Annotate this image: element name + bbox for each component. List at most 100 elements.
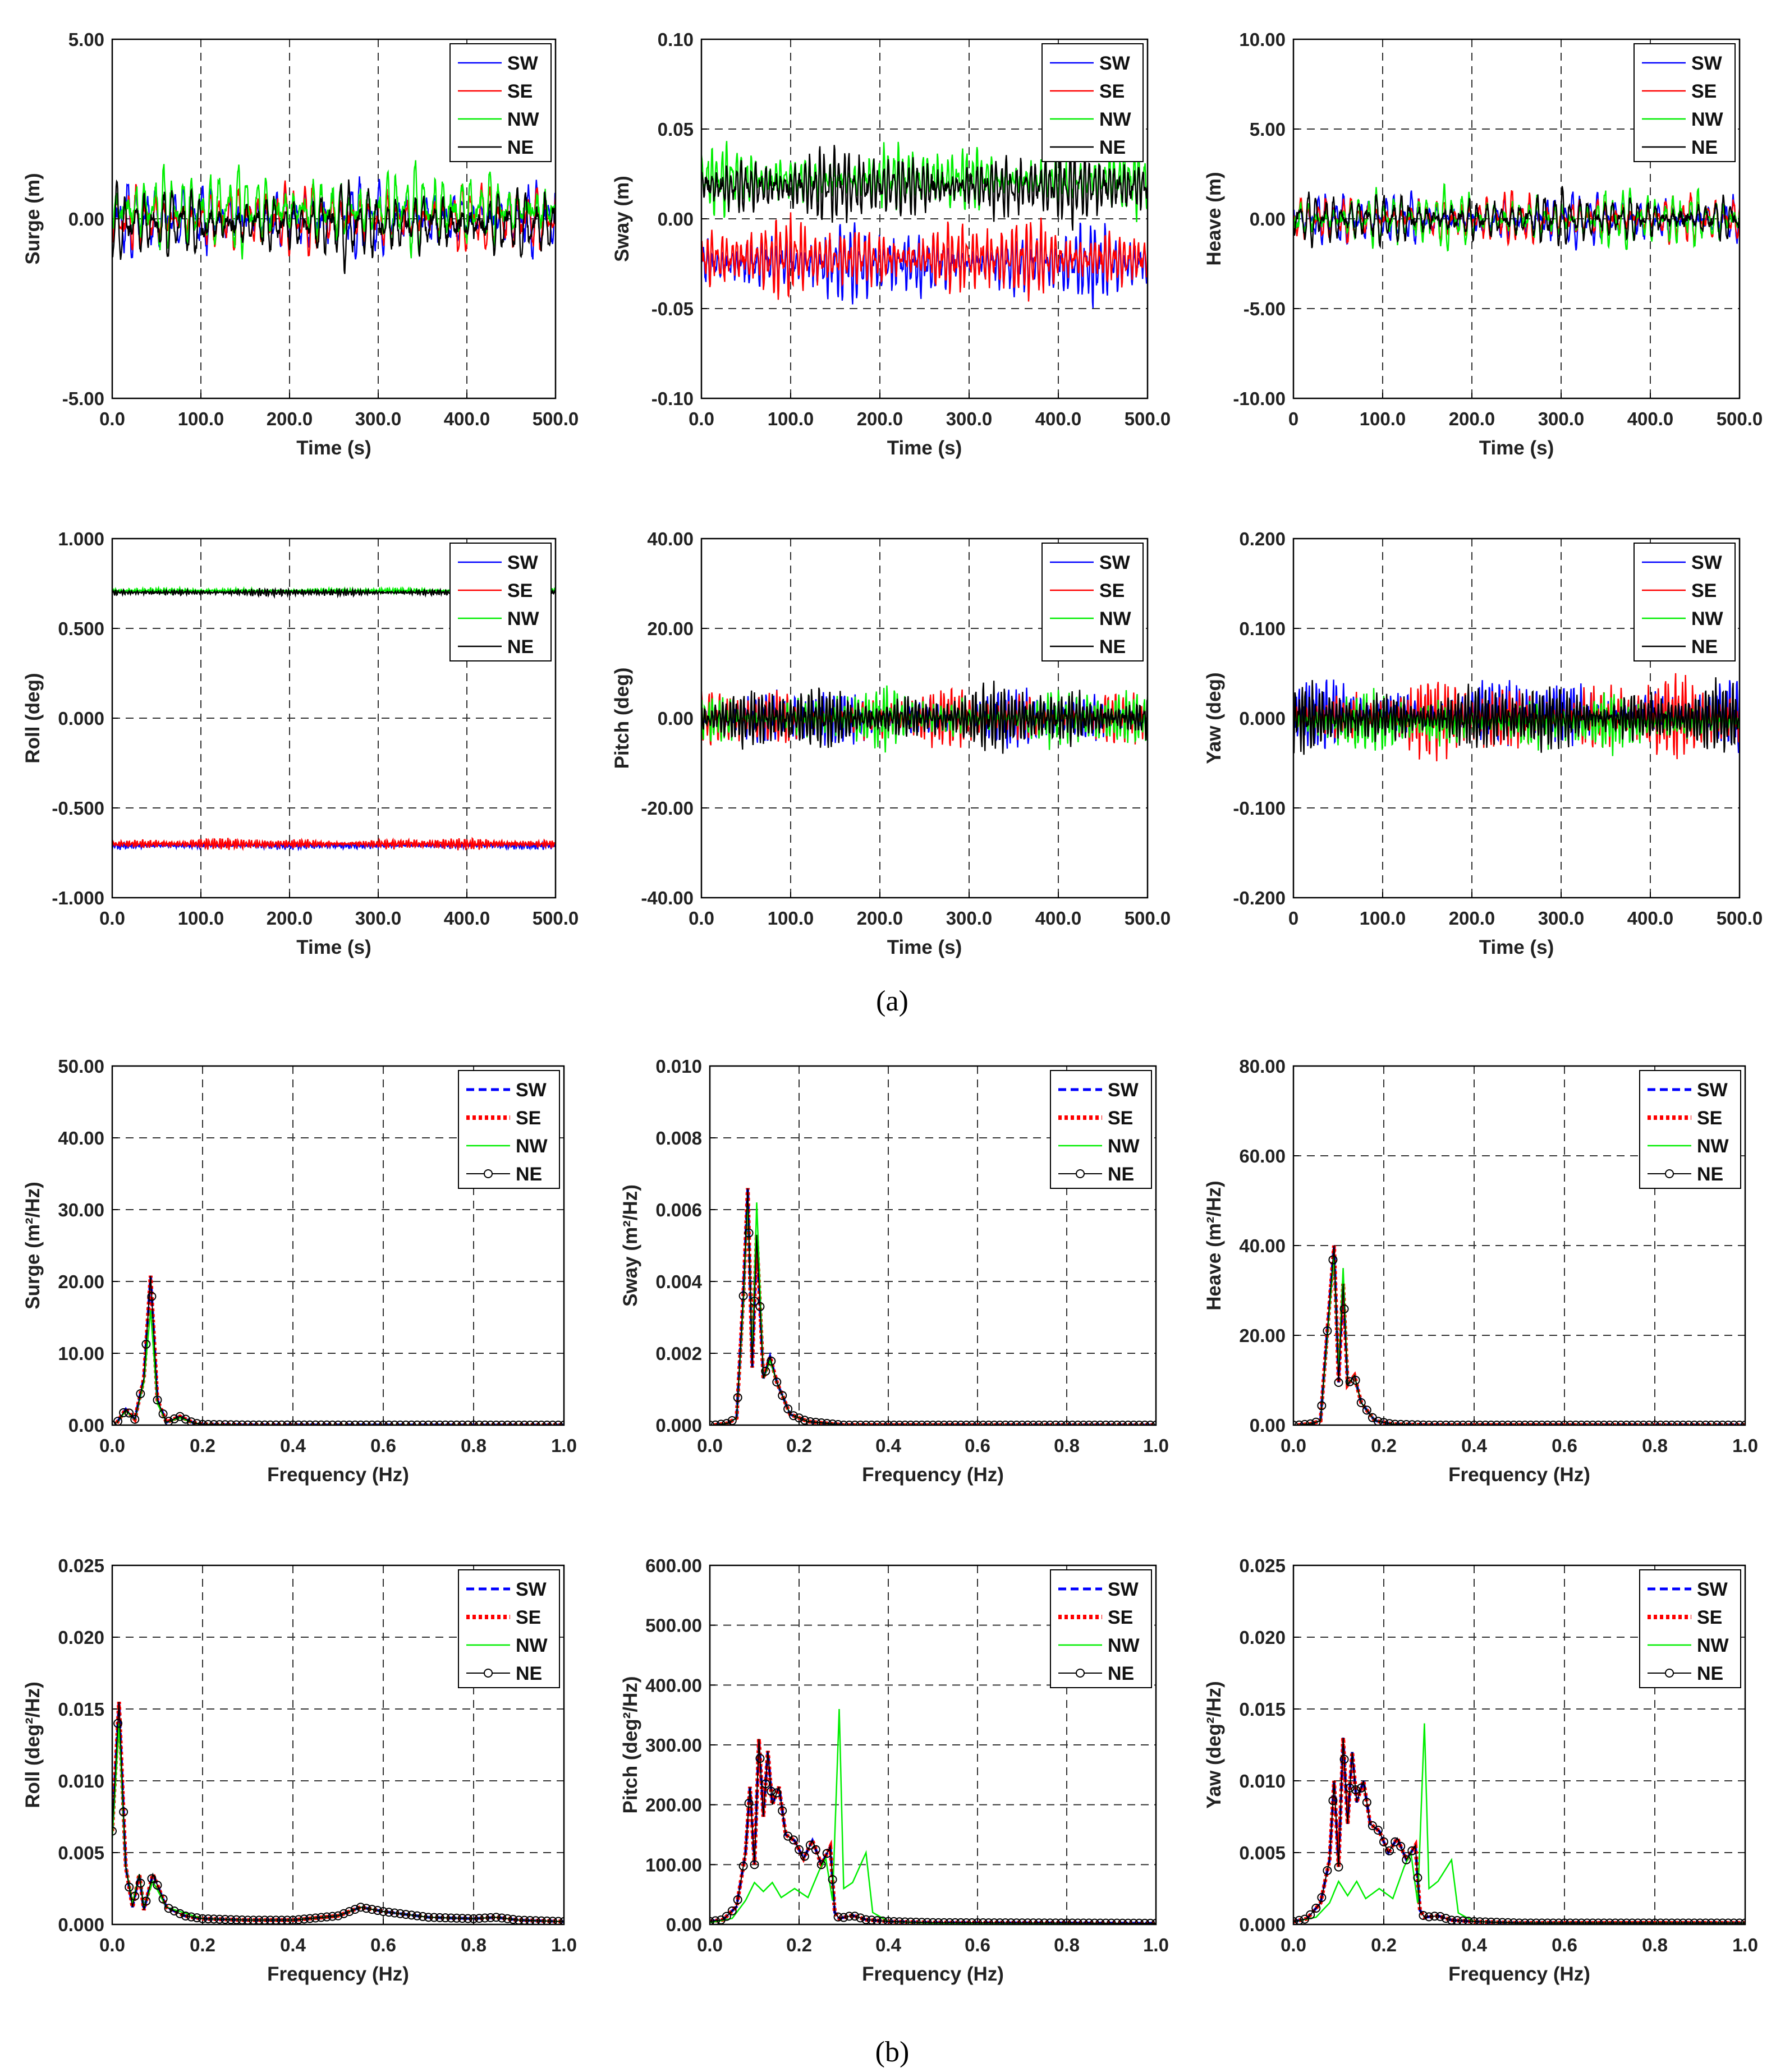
ne-marker xyxy=(175,1412,185,1421)
legend-label-ne: NE xyxy=(516,1663,542,1684)
y-axis-label: Surge (m²/Hz) xyxy=(22,1182,44,1310)
ne-marker xyxy=(435,1913,444,1922)
ne-marker xyxy=(845,1912,854,1921)
ne-marker xyxy=(232,1915,241,1924)
legend: SW SE NW NE xyxy=(1633,543,1736,661)
ne-marker xyxy=(816,1418,826,1425)
legend-label-sw: SW xyxy=(1099,53,1131,74)
x-tick-label: 400.0 xyxy=(1627,408,1674,429)
ne-marker xyxy=(1379,1418,1388,1425)
ne-marker xyxy=(1599,1918,1609,1924)
ne-marker xyxy=(1463,1421,1473,1425)
ne-marker xyxy=(939,1918,949,1924)
ne-marker xyxy=(226,1915,236,1924)
x-tick-label: 500.0 xyxy=(1717,408,1763,429)
legend: SW SE NW NE xyxy=(449,43,552,162)
ne-marker xyxy=(1520,1918,1530,1924)
ne-marker xyxy=(221,1915,230,1924)
ne-marker xyxy=(1001,1918,1010,1924)
ne-marker xyxy=(153,1881,162,1890)
ne-marker xyxy=(800,1852,809,1861)
ne-marker xyxy=(722,1419,731,1425)
ne-marker xyxy=(1062,1421,1071,1425)
ne-marker xyxy=(1146,1421,1155,1425)
ne-marker xyxy=(1029,1421,1038,1425)
x-axis-label: Time (s) xyxy=(296,437,371,459)
ne-marker xyxy=(1644,1421,1654,1425)
ne-marker xyxy=(1543,1918,1552,1924)
x-tick-label: 0.8 xyxy=(1642,1435,1668,1456)
ne-marker xyxy=(1317,1893,1327,1902)
ne-marker xyxy=(373,1906,382,1915)
x-tick-label: 0.6 xyxy=(1552,1935,1577,1955)
legend: SW SE NW NE xyxy=(458,1569,560,1688)
ne-marker xyxy=(1095,1421,1105,1425)
ne-marker xyxy=(469,1914,478,1923)
ne-marker xyxy=(1718,1918,1727,1924)
ne-marker xyxy=(733,1895,742,1904)
legend-label-nw: NW xyxy=(1691,608,1724,630)
legend-label-ne: NE xyxy=(1108,1164,1134,1185)
ne-marker xyxy=(744,1228,754,1238)
ne-marker xyxy=(531,1916,540,1924)
ne-marker xyxy=(384,1908,394,1917)
x-tick-label: 200.0 xyxy=(1449,408,1495,429)
ne-marker xyxy=(407,1910,416,1920)
ne-marker xyxy=(418,1912,428,1921)
ne-marker xyxy=(978,1421,988,1425)
x-axis-label: Frequency (Hz) xyxy=(267,1963,409,1985)
legend-marker-ne xyxy=(1076,1169,1085,1178)
x-axis-label: Frequency (Hz) xyxy=(1448,1963,1590,1985)
ne-marker xyxy=(1463,1917,1473,1924)
ne-marker xyxy=(1470,1917,1479,1924)
y-axis-label: Sway (m²/Hz) xyxy=(620,1184,641,1307)
y-axis-label: Yaw (deg) xyxy=(1203,672,1225,764)
x-tick-label: 1.0 xyxy=(551,1935,577,1955)
x-tick-label: 300.0 xyxy=(946,408,993,429)
ne-marker xyxy=(772,1377,782,1387)
ne-marker xyxy=(1588,1918,1598,1924)
ne-marker xyxy=(761,1367,770,1376)
ne-marker xyxy=(1084,1918,1094,1924)
x-tick-label: 0.2 xyxy=(786,1435,812,1456)
legend-label-se: SE xyxy=(1691,81,1717,102)
ne-marker xyxy=(1543,1421,1552,1425)
ne-marker xyxy=(1503,1421,1513,1425)
y-axis-label: Pitch (deg²/Hz) xyxy=(620,1676,641,1814)
ne-marker xyxy=(923,1918,932,1924)
ne-marker xyxy=(1498,1918,1507,1924)
y-tick-label: -20.00 xyxy=(641,798,694,819)
y-axis-label: Yaw (deg²/Hz) xyxy=(1203,1681,1225,1809)
x-tick-label: 100.0 xyxy=(178,908,224,929)
y-tick-label: 0.000 xyxy=(1239,708,1286,729)
ne-marker xyxy=(928,1421,938,1425)
ne-marker xyxy=(1633,1421,1642,1425)
ne-marker xyxy=(1610,1918,1620,1924)
ne-marker xyxy=(141,1896,151,1906)
x-tick-label: 0.0 xyxy=(697,1935,723,1955)
legend: SW SE NW NE xyxy=(1050,1070,1152,1189)
ne-marker xyxy=(1107,1421,1116,1425)
ne-marker xyxy=(192,1913,201,1923)
ne-marker xyxy=(1656,1421,1665,1425)
ne-marker xyxy=(446,1913,456,1923)
ne-marker xyxy=(1051,1421,1061,1425)
ne-marker xyxy=(1723,1421,1733,1425)
ne-marker xyxy=(1057,1421,1066,1425)
ne-marker xyxy=(198,1419,207,1425)
ne-marker xyxy=(1644,1918,1654,1924)
ne-marker xyxy=(125,1882,134,1892)
ne-marker xyxy=(396,1909,405,1918)
ne-marker xyxy=(1101,1918,1111,1924)
ne-marker xyxy=(878,1916,888,1924)
ne-marker xyxy=(1430,1421,1439,1425)
x-tick-label: 0.6 xyxy=(965,1935,990,1955)
ne-marker xyxy=(1373,1826,1383,1835)
legend-marker-ne xyxy=(1665,1669,1674,1678)
ne-marker xyxy=(1650,1918,1659,1924)
x-tick-label: 0.6 xyxy=(965,1435,990,1456)
ne-marker xyxy=(755,1754,765,1763)
ne-marker xyxy=(1118,1918,1127,1924)
x-tick-label: 0.4 xyxy=(1461,1935,1488,1955)
y-tick-label: 0.010 xyxy=(1239,1771,1286,1791)
